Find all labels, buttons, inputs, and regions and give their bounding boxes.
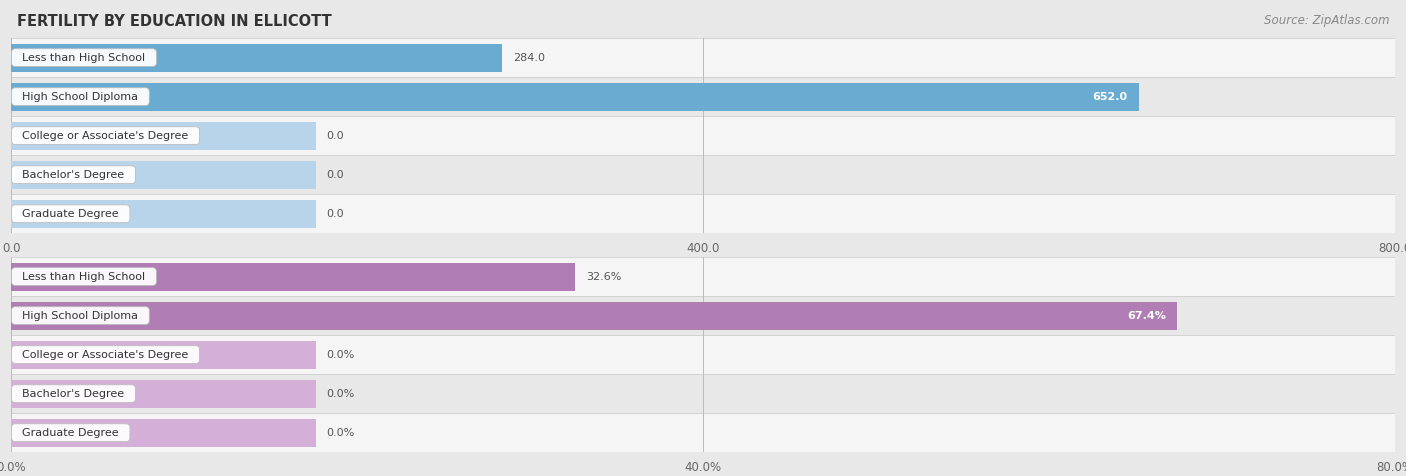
Text: FERTILITY BY EDUCATION IN ELLICOTT: FERTILITY BY EDUCATION IN ELLICOTT: [17, 14, 332, 30]
Text: Less than High School: Less than High School: [15, 52, 152, 63]
Text: Bachelor's Degree: Bachelor's Degree: [15, 169, 132, 180]
Text: Less than High School: Less than High School: [15, 271, 152, 282]
Bar: [11, 296, 1395, 335]
Text: 67.4%: 67.4%: [1126, 310, 1166, 321]
Text: 0.0%: 0.0%: [326, 349, 354, 360]
Text: High School Diploma: High School Diploma: [15, 310, 145, 321]
Text: 0.0%: 0.0%: [326, 388, 354, 399]
Text: College or Associate's Degree: College or Associate's Degree: [15, 349, 195, 360]
Text: College or Associate's Degree: College or Associate's Degree: [15, 130, 195, 141]
Bar: [11, 340, 315, 369]
Text: Graduate Degree: Graduate Degree: [15, 427, 127, 438]
Bar: [11, 413, 1395, 452]
Bar: [11, 335, 1395, 374]
Bar: [11, 38, 1395, 77]
Bar: [11, 262, 575, 291]
Bar: [11, 257, 1395, 296]
Text: Source: ZipAtlas.com: Source: ZipAtlas.com: [1264, 14, 1389, 27]
Bar: [11, 418, 315, 447]
Text: 0.0: 0.0: [326, 208, 344, 219]
Text: 32.6%: 32.6%: [586, 271, 621, 282]
Bar: [11, 43, 502, 72]
Text: Bachelor's Degree: Bachelor's Degree: [15, 388, 132, 399]
Text: 0.0: 0.0: [326, 130, 344, 141]
Bar: [11, 301, 1177, 330]
Bar: [11, 374, 1395, 413]
Text: High School Diploma: High School Diploma: [15, 91, 145, 102]
Bar: [11, 82, 1139, 111]
Bar: [11, 77, 1395, 116]
Text: 0.0: 0.0: [326, 169, 344, 180]
Bar: [11, 160, 315, 189]
Bar: [11, 194, 1395, 233]
Bar: [11, 379, 315, 408]
Bar: [11, 116, 1395, 155]
Text: 0.0%: 0.0%: [326, 427, 354, 438]
Bar: [11, 155, 1395, 194]
Bar: [11, 121, 315, 150]
Text: 652.0: 652.0: [1092, 91, 1128, 102]
Text: Graduate Degree: Graduate Degree: [15, 208, 127, 219]
Text: 284.0: 284.0: [513, 52, 546, 63]
Bar: [11, 199, 315, 228]
